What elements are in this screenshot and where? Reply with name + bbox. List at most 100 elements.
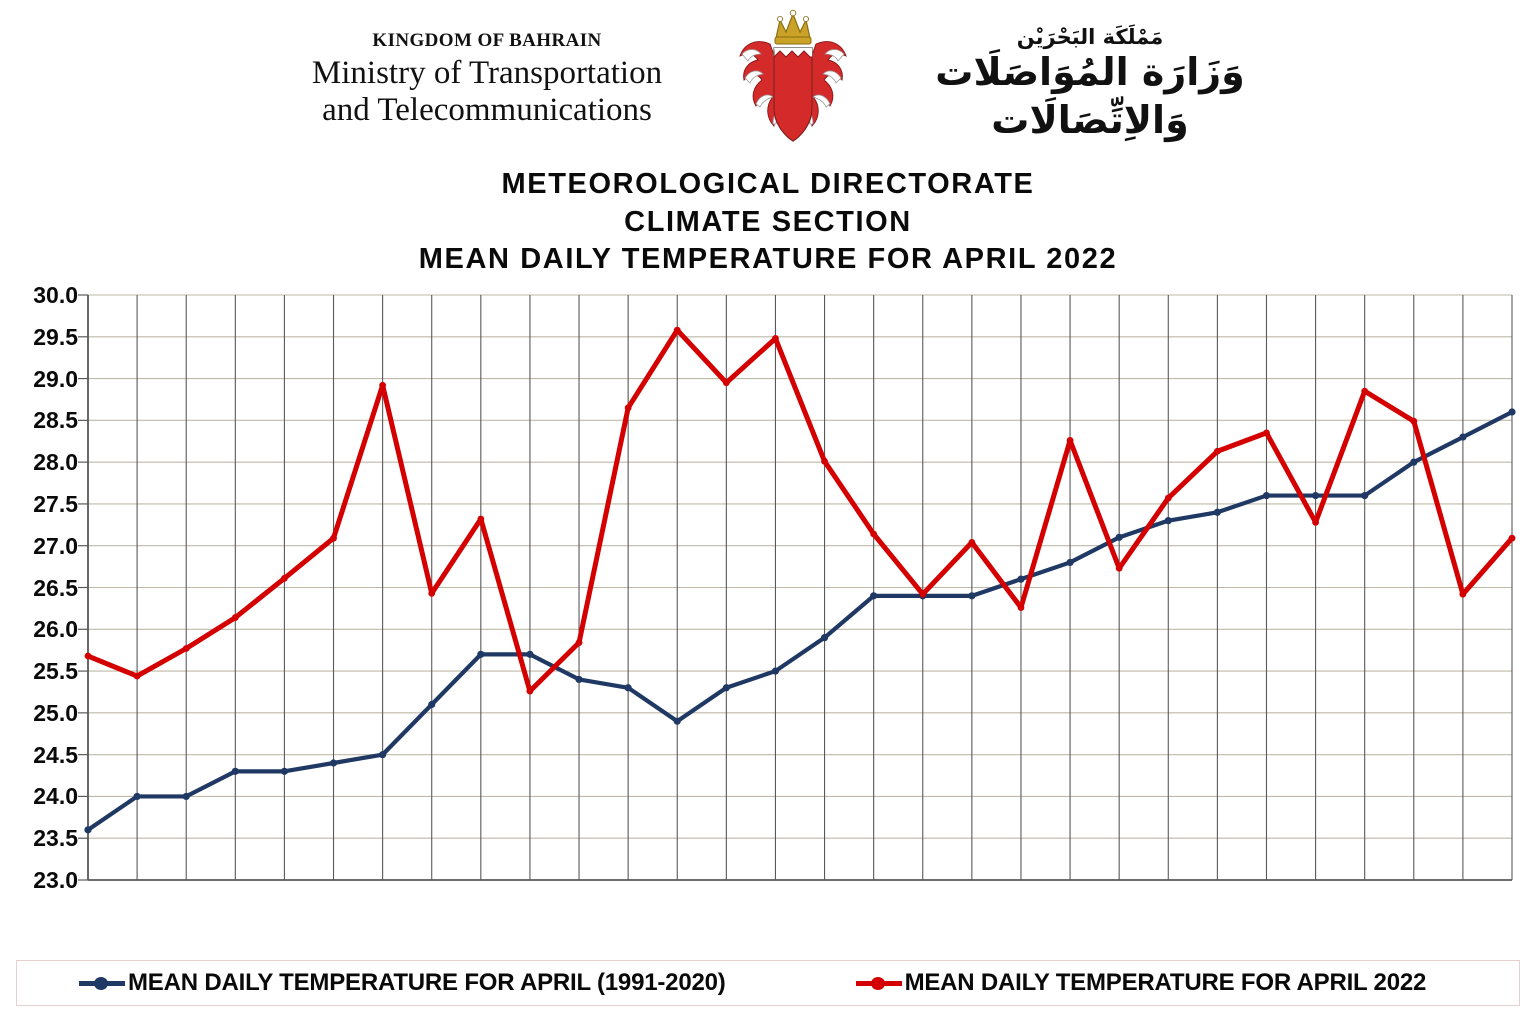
data-point xyxy=(1164,494,1172,502)
chart-title-line-2: CLIMATE SECTION xyxy=(624,205,912,238)
data-point xyxy=(477,515,485,523)
data-point xyxy=(1508,408,1516,416)
data-point xyxy=(133,672,141,680)
y-axis-tick-27-0: 27.0 xyxy=(33,532,78,559)
data-point xyxy=(379,381,387,389)
ministry-name-english: KINGDOM OF BAHRAIN Ministry of Transport… xyxy=(262,30,712,129)
ministry-title-english-line1: Ministry of Transportation xyxy=(311,54,663,91)
data-point xyxy=(1263,429,1270,437)
y-axis-tick-28-0: 28.0 xyxy=(33,449,78,476)
data-point xyxy=(1508,534,1516,542)
data-point xyxy=(1066,558,1074,567)
data-point xyxy=(1361,387,1369,395)
data-point xyxy=(870,530,878,538)
chart-title-line-3: MEAN DAILY TEMPERATURE FOR APRIL 2022 xyxy=(418,243,1118,276)
data-point xyxy=(477,650,485,658)
ministry-title-english: Ministry of Transportation and Telecommu… xyxy=(262,55,712,129)
data-point xyxy=(133,792,141,801)
data-point xyxy=(280,767,289,775)
ministry-name-arabic: مَمْلَكَة البَحْرَيْن وَزَارَة المُوَاصَ… xyxy=(880,24,1300,144)
data-point xyxy=(575,639,583,647)
series-line xyxy=(85,327,1515,694)
data-point xyxy=(1213,447,1221,455)
y-axis-tick-26-5: 26.5 xyxy=(33,574,78,601)
data-point xyxy=(84,652,92,660)
ministry-title-english-line2: and Telecommunications xyxy=(322,91,652,128)
series-april-2022 xyxy=(84,326,1516,695)
y-axis-tick-23-0: 23.0 xyxy=(33,867,78,893)
chart-legend: MEAN DAILY TEMPERATURE FOR APRIL (1991-2… xyxy=(16,960,1520,1006)
data-point xyxy=(1459,590,1467,598)
chart-plot-area: TEMPERATURE °C 30.029.529.028.528.027.52… xyxy=(0,280,1536,900)
y-axis-tick-27-5: 27.5 xyxy=(33,490,78,517)
ministry-header: KINGDOM OF BAHRAIN Ministry of Transport… xyxy=(0,0,1536,158)
data-point xyxy=(673,326,681,334)
kingdom-label-arabic: مَمْلَكَة البَحْرَيْن xyxy=(1016,25,1164,49)
data-point xyxy=(1017,604,1025,611)
data-point xyxy=(1066,437,1074,444)
y-axis-tick-23-5: 23.5 xyxy=(33,825,78,852)
data-point xyxy=(968,538,976,546)
y-axis-tick-30-0: 30.0 xyxy=(33,282,78,308)
legend-item-normal-1991-2020[interactable]: MEAN DAILY TEMPERATURE FOR APRIL (1991-2… xyxy=(79,969,726,997)
data-point xyxy=(771,667,780,675)
data-point xyxy=(231,767,239,775)
data-point xyxy=(1311,491,1320,500)
data-point xyxy=(428,589,436,597)
data-point xyxy=(722,379,730,387)
data-point xyxy=(722,684,730,692)
legend-item-april-2022[interactable]: MEAN DAILY TEMPERATURE FOR APRIL 2022 xyxy=(855,969,1427,997)
data-point xyxy=(379,751,387,759)
data-point xyxy=(1164,517,1172,525)
y-axis-tick-25-0: 25.0 xyxy=(33,699,78,726)
y-axis-tick-labels: 30.0 29.5 29.0 28.5 28.0 27.5 27.0 26.5 26.0 25.5… xyxy=(0,280,78,900)
data-point xyxy=(1312,518,1319,526)
data-point xyxy=(624,684,632,692)
data-point xyxy=(624,404,632,412)
y-axis-tick-25-5: 25.5 xyxy=(33,658,78,685)
y-axis-tick-24-0: 24.0 xyxy=(33,783,78,810)
data-point xyxy=(919,590,927,598)
series-normal-1991-2020 xyxy=(84,408,1516,834)
data-point xyxy=(84,826,92,834)
legend-line-marker-swatch xyxy=(855,974,902,992)
y-axis-tick-29-0: 29.0 xyxy=(33,365,78,392)
data-point xyxy=(1017,575,1025,583)
legend-label: MEAN DAILY TEMPERATURE FOR APRIL 2022 xyxy=(904,969,1427,996)
chart-title-line-1: METEOROLOGICAL DIRECTORATE xyxy=(501,168,1035,200)
data-point xyxy=(968,592,976,600)
chart-title-block: METEOROLOGICAL DIRECTORATE CLIMATE SECTI… xyxy=(0,166,1536,279)
legend-line-marker-swatch xyxy=(79,974,125,992)
data-point xyxy=(1262,491,1271,500)
kingdom-label-english: KINGDOM OF BAHRAIN xyxy=(372,30,602,51)
y-axis-tick-28-5: 28.5 xyxy=(33,407,78,434)
data-point xyxy=(182,645,190,652)
data-point xyxy=(1213,508,1221,516)
data-point xyxy=(1459,433,1467,441)
y-axis-tick-24-5: 24.5 xyxy=(33,741,78,768)
ministry-title-arabic: وَزَارَة المُوَاصَلَات وَالاِتِّصَالَات xyxy=(935,50,1245,142)
y-axis-tick-26-0: 26.0 xyxy=(33,616,78,643)
data-point xyxy=(1410,417,1418,425)
data-point xyxy=(428,700,436,709)
data-point xyxy=(182,792,190,801)
data-point xyxy=(772,335,779,342)
data-point xyxy=(1115,564,1123,572)
y-axis-tick-29-5: 29.5 xyxy=(33,323,78,350)
series-line xyxy=(85,409,1515,832)
data-point xyxy=(821,457,828,465)
data-point xyxy=(329,759,338,767)
data-point xyxy=(870,592,878,600)
legend-label: MEAN DAILY TEMPERATURE FOR APRIL (1991-2… xyxy=(128,969,726,996)
data-point xyxy=(1410,458,1418,466)
data-point xyxy=(330,534,337,542)
data-point xyxy=(281,574,288,582)
chart-canvas xyxy=(78,294,1516,881)
data-point xyxy=(575,675,583,684)
data-point xyxy=(820,634,829,642)
data-point xyxy=(1361,491,1369,500)
data-point xyxy=(673,717,681,725)
data-point xyxy=(526,687,534,695)
bahrain-coat-of-arms-icon xyxy=(718,8,868,160)
